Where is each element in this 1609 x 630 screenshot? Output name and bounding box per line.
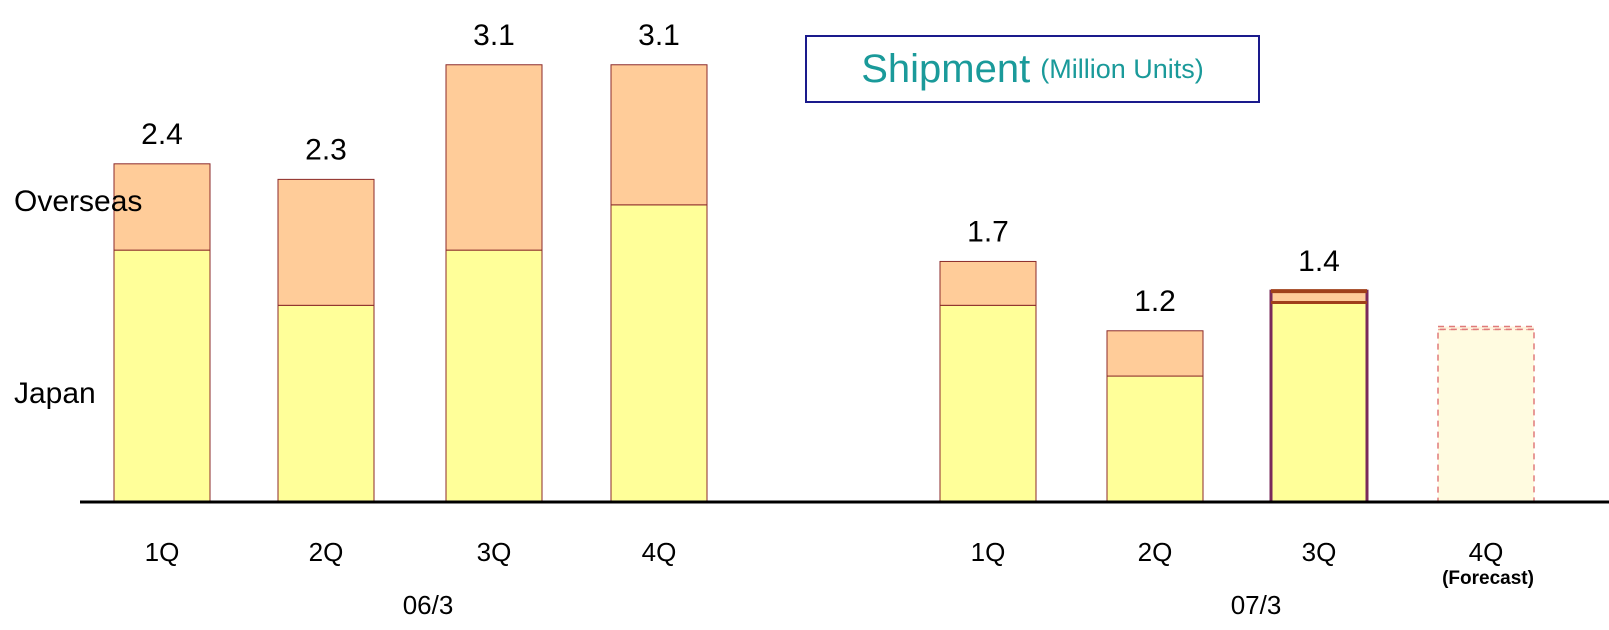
- category-label-g2-2q: 2Q: [1138, 537, 1173, 567]
- chart-title: Shipment: [861, 46, 1031, 91]
- value-label-g2-3q: 1.4: [1298, 245, 1340, 278]
- value-label-g2-2q: 1.2: [1134, 285, 1176, 318]
- bar-overseas-g1-2q: [277, 178, 375, 306]
- value-label-g1-3q: 3.1: [473, 19, 515, 52]
- bar-overseas-g1-4q: [610, 64, 708, 206]
- bar-overseas-g1-3q: [445, 64, 543, 251]
- category-label-g2-3q: 3Q: [1302, 537, 1337, 567]
- category-label-g2-4q: 4Q: [1469, 537, 1504, 567]
- category-label-g1-3q: 3Q: [477, 537, 512, 567]
- category-label-g1-2q: 2Q: [309, 537, 344, 567]
- bar-overseas-g2-2q: [1106, 330, 1204, 377]
- category-label-g2-1q: 1Q: [971, 537, 1006, 567]
- category-label-g1-4q: 4Q: [642, 537, 677, 567]
- value-label-g2-1q: 1.7: [967, 215, 1009, 248]
- value-label-g1-4q: 3.1: [638, 19, 680, 52]
- value-label-g1-1q: 2.4: [141, 118, 183, 151]
- chart-title-box: Shipment (Million Units): [805, 35, 1260, 103]
- bar-japan-g1-3q: [445, 249, 543, 503]
- overseas-label: Overseas: [14, 185, 143, 218]
- chart-title-unit: (Million Units): [1040, 53, 1204, 84]
- bar-japan-g2-3q: [1270, 301, 1368, 503]
- bar-japan-g2-1q: [939, 304, 1037, 503]
- category-note-g2-4q: (Forecast): [1442, 568, 1534, 589]
- bar-japan-g2-4q: [1437, 328, 1535, 503]
- bar-overseas-g2-4q: [1437, 325, 1535, 331]
- group-label-1: 06/3: [403, 590, 454, 620]
- category-label-g1-1q: 1Q: [145, 537, 180, 567]
- bar-japan-g1-1q: [113, 249, 211, 503]
- bar-overseas-g2-1q: [939, 260, 1037, 306]
- group-label-2: 07/3: [1231, 590, 1282, 620]
- bar-overseas-g1-1q: [113, 163, 211, 251]
- bar-japan-g1-2q: [277, 304, 375, 503]
- japan-label: Japan: [14, 377, 96, 410]
- bar-japan-g1-4q: [610, 204, 708, 503]
- value-label-g1-2q: 2.3: [305, 133, 347, 166]
- bar-japan-g2-2q: [1106, 375, 1204, 503]
